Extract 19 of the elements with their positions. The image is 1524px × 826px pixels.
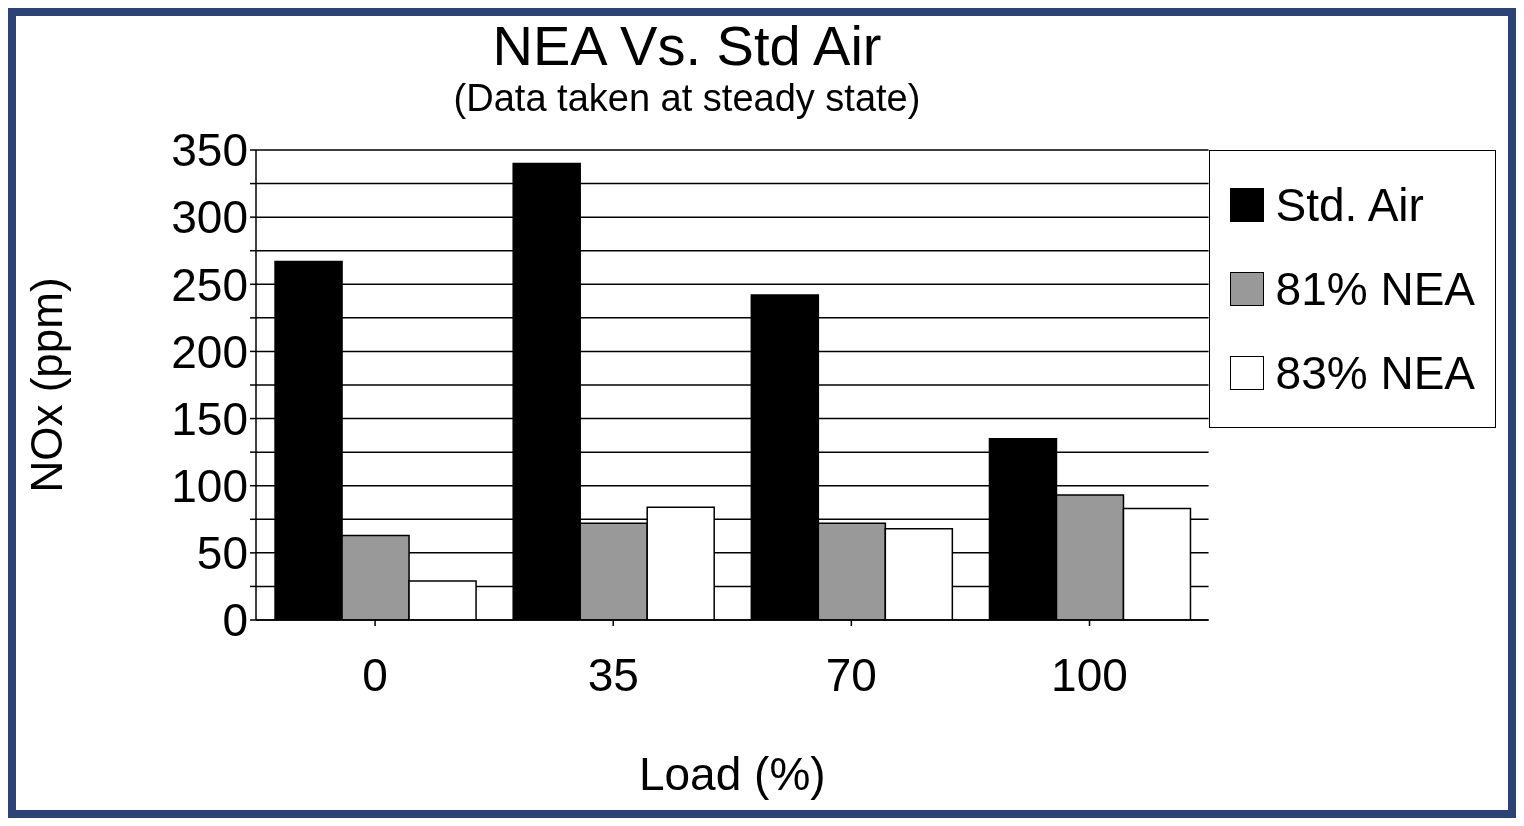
y-tick-label: 50 (196, 527, 248, 580)
y-tick-label: 350 (171, 124, 248, 177)
x-tick-label: 35 (587, 648, 639, 701)
x-tick-label: 100 (1051, 648, 1128, 701)
x-axis-title: Load (%) (638, 748, 826, 800)
y-tick-label: 150 (171, 392, 248, 445)
x-tick-label: 70 (825, 648, 877, 701)
legend-label: 81% NEA (1275, 262, 1475, 317)
x-tick-label: 0 (362, 648, 388, 701)
chart-subtitle: (Data taken at steady state) (452, 76, 922, 120)
legend-label: 83% NEA (1275, 346, 1475, 401)
y-axis-title: NOx (ppm) (21, 277, 71, 493)
y-tick-label: 100 (171, 460, 248, 513)
legend-label: Std. Air (1275, 178, 1424, 233)
y-tick-label: 250 (171, 258, 248, 311)
chart-title: NEA Vs. Std Air (491, 14, 883, 77)
y-tick-label: 300 (171, 191, 248, 244)
y-tick-label: 200 (171, 325, 248, 378)
y-tick-label: 0 (222, 594, 248, 647)
